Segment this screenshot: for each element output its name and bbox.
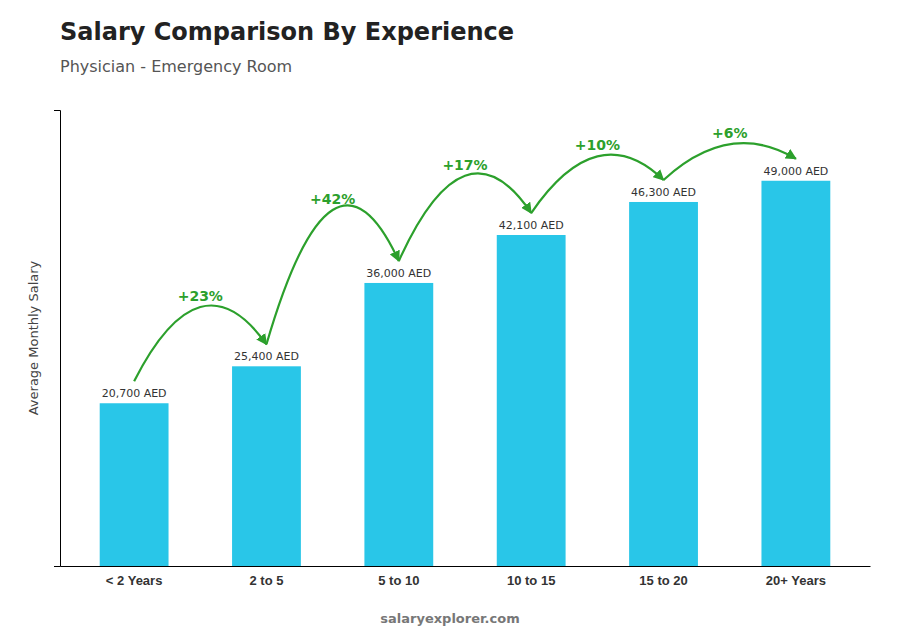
title: Salary Comparison By Experience bbox=[60, 18, 514, 46]
data-label: 46,300 AED bbox=[631, 186, 696, 199]
x-tick-label: 15 to 20 bbox=[639, 573, 687, 588]
change-arrows: +23% +42% +17% +10% +6% bbox=[134, 125, 796, 381]
x-tick: 10 to 15 bbox=[507, 573, 555, 588]
chart: Salary Comparison By Experience Physician… bbox=[0, 0, 900, 641]
data-label: 36,000 AED bbox=[366, 267, 431, 280]
change-arrow bbox=[664, 143, 796, 180]
change-arrow bbox=[266, 205, 398, 344]
x-tick: < 2 Years bbox=[106, 573, 163, 588]
x-tick-label: 2 to 5 bbox=[249, 573, 283, 588]
y-axis bbox=[54, 111, 61, 567]
source: salaryexplorer.com bbox=[380, 611, 519, 626]
x-axis: < 2 Years 2 to 5 5 to 10 10 to 15 15 to 20 20… bbox=[61, 567, 871, 589]
x-axis-line bbox=[61, 566, 871, 567]
data-label: 25,400 AED bbox=[234, 350, 299, 363]
bar bbox=[232, 366, 301, 566]
y-axis-line bbox=[54, 111, 61, 567]
x-tick-label: 20+ Years bbox=[766, 573, 826, 588]
data-label: 42,100 AED bbox=[499, 219, 564, 232]
x-tick: 20+ Years bbox=[766, 573, 826, 588]
change-label: +42% bbox=[310, 191, 355, 207]
x-tick: 15 to 20 bbox=[639, 573, 687, 588]
data-label: 20,700 AED bbox=[102, 387, 167, 400]
bars bbox=[100, 181, 831, 566]
bar bbox=[761, 181, 830, 566]
y-axis-label: Average Monthly Salary bbox=[26, 260, 41, 415]
bar bbox=[364, 283, 433, 566]
data-labels: 20,700 AED 25,400 AED 36,000 AED 42,100 AED… bbox=[102, 165, 829, 400]
change-arrow bbox=[531, 155, 663, 213]
x-tick-label: < 2 Years bbox=[106, 573, 163, 588]
change-label: +23% bbox=[178, 288, 223, 304]
change-arrow bbox=[134, 305, 266, 381]
x-tick-label: 10 to 15 bbox=[507, 573, 555, 588]
x-tick-label: 5 to 10 bbox=[378, 573, 419, 588]
bar bbox=[629, 202, 698, 566]
change-arrow bbox=[399, 173, 531, 261]
x-tick: 5 to 10 bbox=[378, 573, 419, 588]
change-label: +17% bbox=[442, 157, 487, 173]
bar bbox=[497, 235, 566, 566]
x-tick: 2 to 5 bbox=[249, 573, 283, 588]
change-label: +6% bbox=[712, 125, 748, 141]
subtitle: Physician - Emergency Room bbox=[60, 57, 292, 76]
plot: < 2 Years 2 to 5 5 to 10 10 to 15 15 to 20 20… bbox=[26, 111, 871, 589]
bar bbox=[100, 403, 169, 566]
change-label: +10% bbox=[575, 137, 620, 153]
data-label: 49,000 AED bbox=[763, 165, 828, 178]
